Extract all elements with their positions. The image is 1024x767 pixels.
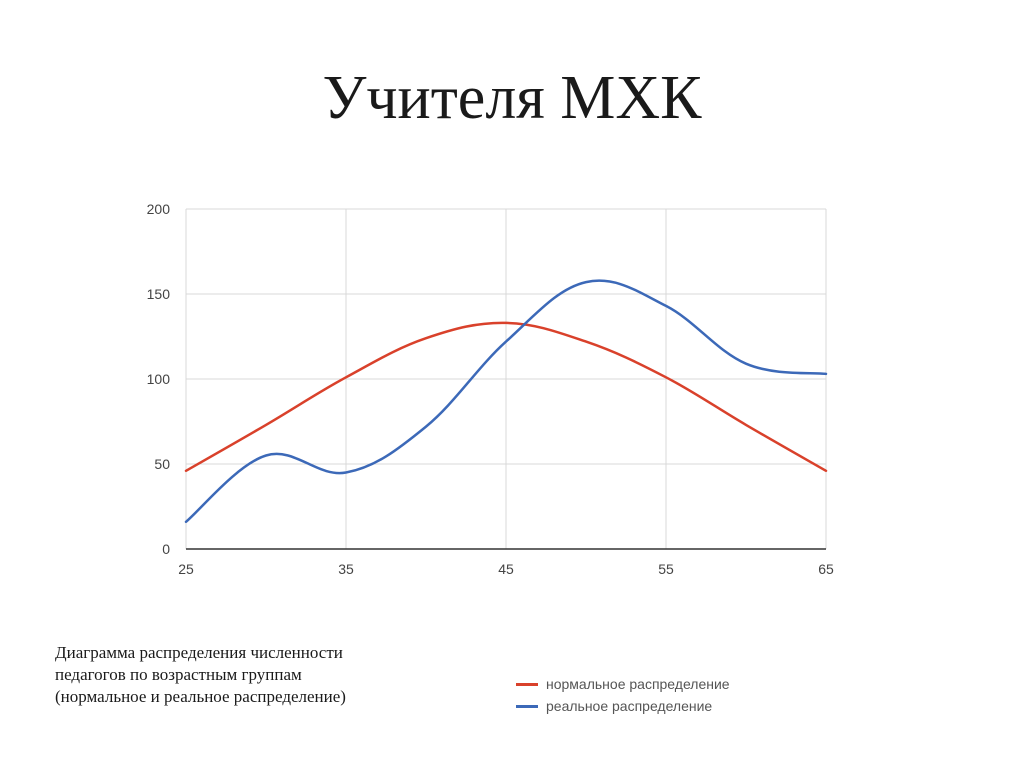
legend-item-normal: нормальное распределение	[516, 673, 730, 695]
legend-swatch-real	[516, 704, 538, 708]
legend-swatch-normal	[516, 682, 538, 686]
series-line-normal	[184, 321, 828, 473]
chart-legend: нормальное распределение реальное распре…	[516, 673, 730, 717]
x-tick-label: 25	[178, 561, 194, 577]
tick-labels: 0 50 100 150 200 25 35 45 55 65	[147, 201, 834, 577]
page-title: Учителя МХК	[322, 64, 702, 132]
x-tick-label: 35	[338, 561, 354, 577]
y-tick-label: 50	[154, 456, 170, 472]
y-tick-label: 0	[162, 541, 170, 557]
series-line-real	[184, 279, 828, 524]
caption-line: Диаграмма распределения численности	[55, 643, 343, 662]
legend-item-real: реальное распределение	[516, 695, 730, 717]
chart-series	[184, 279, 828, 524]
caption-line: педагогов по возрастным группам	[55, 665, 302, 684]
x-tick-label: 65	[818, 561, 834, 577]
chart-caption: Диаграмма распределения численности педа…	[55, 642, 435, 708]
y-tick-label: 150	[147, 286, 171, 302]
y-tick-label: 200	[147, 201, 171, 217]
legend-label: реальное распределение	[546, 698, 713, 714]
y-tick-label: 100	[147, 371, 171, 387]
legend-label: нормальное распределение	[546, 676, 730, 692]
x-tick-label: 45	[498, 561, 514, 577]
caption-line: (нормальное и реальное распределение)	[55, 687, 346, 706]
chart-axes	[185, 209, 826, 550]
chart-grid	[186, 208, 827, 549]
x-tick-label: 55	[658, 561, 674, 577]
